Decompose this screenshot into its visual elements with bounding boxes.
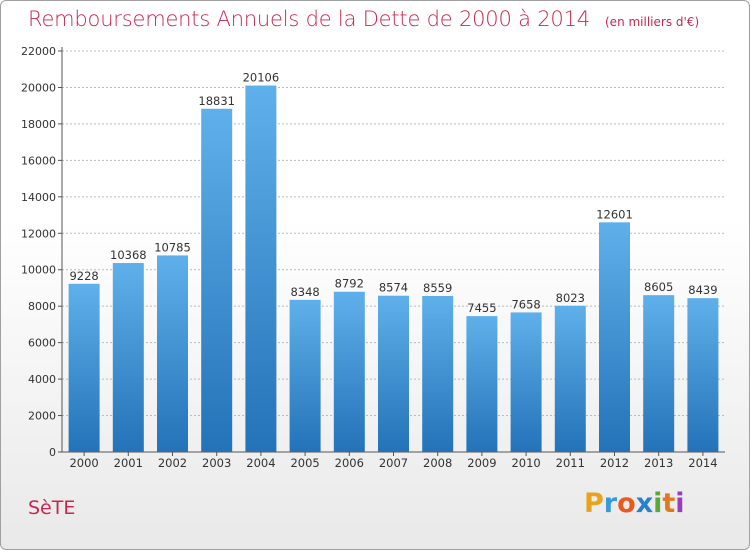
chart-header: Remboursements Annuels de la Dette de 20…: [28, 7, 699, 31]
bar-2000: [68, 283, 100, 452]
y-tick-label: 20000: [21, 81, 56, 94]
bar-value-label: 8605: [644, 280, 673, 294]
x-tick-label: 2011: [556, 456, 585, 470]
y-tick-label: 8000: [28, 300, 56, 313]
y-tick-label: 16000: [21, 154, 56, 167]
y-tick-label: 18000: [21, 118, 56, 131]
bar-value-label: 8439: [688, 283, 717, 297]
bar-2012: [599, 222, 630, 452]
bar-value-label: 8023: [556, 291, 585, 305]
y-tick-label: 14000: [21, 191, 56, 204]
bar-2011: [554, 305, 586, 452]
chart-subtitle: (en milliers d'€): [605, 15, 700, 29]
x-tick-label: 2003: [202, 456, 231, 470]
x-tick-label: 2009: [467, 456, 496, 470]
y-tick-label: 6000: [28, 337, 56, 350]
bar-2007: [378, 295, 409, 452]
bar-2009: [466, 316, 498, 452]
bar-value-label: 8559: [423, 281, 452, 295]
chart-title: Remboursements Annuels de la Dette de 20…: [28, 7, 590, 31]
bar-value-label: 7455: [467, 301, 496, 315]
y-tick-label: 4000: [28, 373, 56, 386]
bar-2010: [510, 312, 542, 452]
y-tick-label: 2000: [28, 410, 56, 423]
y-tick-label: 22000: [21, 45, 56, 58]
bar-2004: [245, 85, 277, 452]
bar-2001: [112, 263, 144, 452]
x-tick-label: 2014: [688, 456, 717, 470]
bar-value-label: 8574: [379, 281, 408, 295]
x-tick-label: 2000: [69, 456, 98, 470]
bar-2008: [422, 295, 454, 452]
y-tick-label: 12000: [21, 227, 56, 240]
x-tick-label: 2013: [644, 456, 673, 470]
bar-value-label: 7658: [511, 297, 540, 311]
x-tick-label: 2002: [158, 456, 187, 470]
bar-value-label: 8348: [290, 285, 319, 299]
x-tick-label: 2012: [600, 456, 629, 470]
bar-2006: [333, 291, 365, 452]
x-tick-label: 2005: [290, 456, 319, 470]
bar-value-label: 10785: [154, 240, 191, 254]
bar-2014: [687, 298, 719, 452]
bar-2003: [201, 108, 233, 452]
bar-value-label: 10368: [110, 248, 147, 262]
y-tick-label: 0: [49, 446, 56, 459]
bar-2005: [289, 299, 321, 452]
y-tick-label: 10000: [21, 264, 56, 277]
bar-value-label: 9228: [69, 269, 98, 283]
bar-value-label: 20106: [243, 71, 280, 85]
bar-2002: [157, 255, 188, 452]
x-tick-label: 2001: [114, 456, 143, 470]
city-name: SèTE: [28, 497, 76, 519]
x-tick-label: 2004: [246, 456, 275, 470]
bar-value-label: 18831: [198, 94, 235, 108]
proxiti-logo[interactable]: Proxiti: [584, 488, 685, 519]
x-tick-label: 2008: [423, 456, 452, 470]
x-tick-label: 2010: [511, 456, 540, 470]
bar-value-label: 12601: [596, 207, 633, 221]
x-tick-label: 2006: [335, 456, 364, 470]
x-tick-label: 2007: [379, 456, 408, 470]
bar-2013: [643, 295, 675, 452]
bar-value-label: 8792: [335, 277, 364, 291]
bars: [68, 85, 719, 452]
data-labels: 9228 10368 10785 18831 20106 8348 8792 8574 8559…: [69, 71, 717, 316]
